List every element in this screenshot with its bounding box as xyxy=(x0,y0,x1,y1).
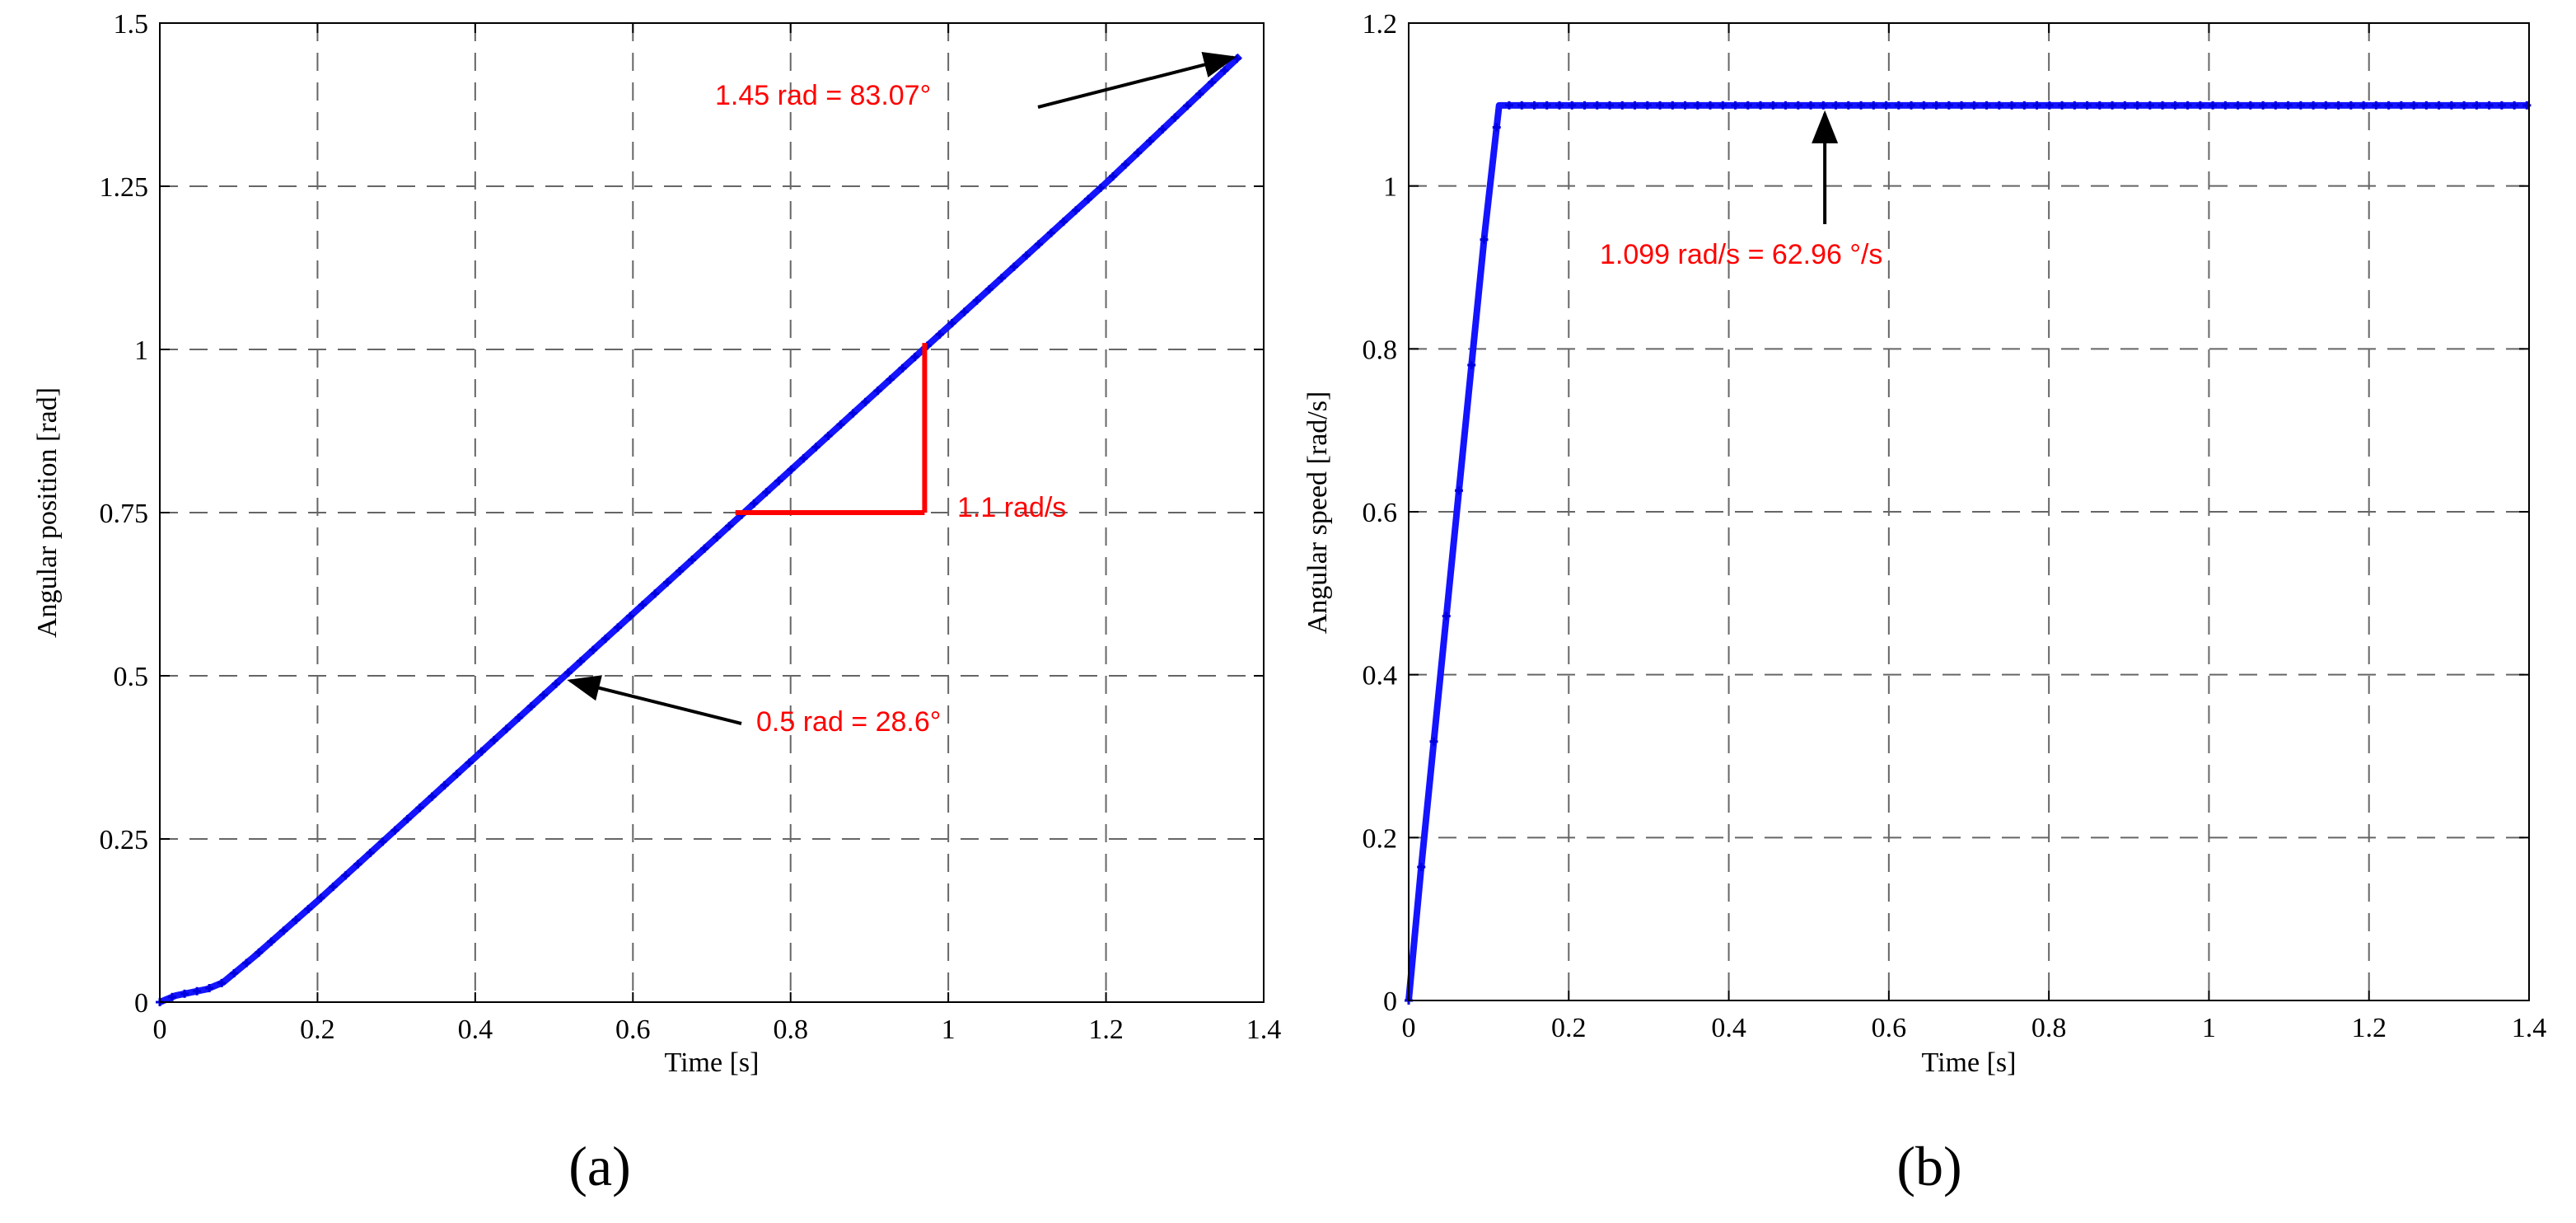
x-tick-label: 0.8 xyxy=(773,1014,808,1045)
panel-b-ylabel: Angular speed [rad/s] xyxy=(1302,391,1333,635)
y-tick-label: 1.5 xyxy=(114,9,149,40)
panel-a-series xyxy=(156,53,1243,1006)
x-tick-label: 0.6 xyxy=(615,1014,651,1045)
annotation-steady-speed: 1.099 rad/s = 62.96 °/s xyxy=(1600,239,1882,270)
y-tick-label: 0.75 xyxy=(100,499,149,529)
x-tick-label: 1 xyxy=(2202,1013,2216,1043)
x-tick-label: 0 xyxy=(153,1014,167,1045)
x-tick-label: 1.4 xyxy=(2512,1013,2547,1043)
annotation-half-rad: 0.5 rad = 28.6° xyxy=(756,706,941,738)
panel-a-ticks: 0 0.2 0.4 0.6 0.8 1 1.2 1.4 0 0.25 0.5 0.75 1 1.25 1.5 xyxy=(100,9,1282,1045)
y-tick-label: 0.25 xyxy=(100,825,149,855)
panel-a-ylabel: Angular position [rad] xyxy=(32,387,63,638)
annotation-final-position: 1.45 rad = 83.07° xyxy=(715,80,931,111)
y-tick-label: 1.25 xyxy=(100,172,149,203)
panel-a-position-chart: 1.45 rad = 83.07° 0.5 rad = 28.6° 1.1 ra… xyxy=(32,9,1281,1197)
arrow-half-rad xyxy=(567,675,742,725)
panel-b-annotations: 1.099 rad/s = 62.96 °/s xyxy=(1600,110,1882,270)
y-tick-label: 0.8 xyxy=(1363,335,1398,365)
panel-b-grid xyxy=(1409,23,2529,1000)
annotation-slope: 1.1 rad/s xyxy=(957,492,1066,523)
panel-b-speed-chart: 1.099 rad/s = 62.96 °/s 0 0.2 0.4 0.6 0.8 1 1.… xyxy=(1302,9,2546,1197)
y-tick-label: 0 xyxy=(134,988,148,1019)
x-tick-label: 0.2 xyxy=(300,1014,335,1045)
x-tick-label: 0.2 xyxy=(1551,1013,1587,1043)
x-tick-label: 1.2 xyxy=(2351,1013,2387,1043)
y-tick-label: 0.2 xyxy=(1363,823,1398,854)
panel-a-grid xyxy=(160,23,1264,1002)
x-tick-label: 1.4 xyxy=(1246,1014,1282,1045)
y-tick-label: 1 xyxy=(134,335,148,366)
panel-b-label: (b) xyxy=(1896,1135,1961,1197)
y-tick-label: 1 xyxy=(1383,172,1397,203)
panel-b-ticks: 0 0.2 0.4 0.6 0.8 1 1.2 1.4 0 0.2 0.4 0.6 0.8 1 1.2 xyxy=(1363,9,2547,1043)
panel-a-annotations: 1.45 rad = 83.07° 0.5 rad = 28.6° 1.1 ra… xyxy=(567,51,1237,738)
y-tick-label: 0.6 xyxy=(1363,498,1398,528)
x-tick-label: 0.6 xyxy=(1872,1013,1907,1043)
y-tick-label: 0 xyxy=(1383,986,1397,1017)
panel-a-xlabel: Time [s] xyxy=(665,1047,760,1078)
y-tick-label: 0.5 xyxy=(114,662,149,692)
y-tick-label: 1.2 xyxy=(1363,9,1398,40)
y-tick-label: 0.4 xyxy=(1363,661,1398,691)
panel-b-xlabel: Time [s] xyxy=(1922,1047,2017,1078)
panel-a-label: (a) xyxy=(568,1135,630,1197)
x-tick-label: 0.4 xyxy=(1711,1013,1746,1043)
x-tick-label: 0.8 xyxy=(2031,1013,2067,1043)
x-tick-label: 0.4 xyxy=(458,1014,493,1045)
arrow-final-position xyxy=(1037,51,1237,109)
x-tick-label: 0 xyxy=(1402,1013,1416,1043)
x-tick-label: 1 xyxy=(942,1014,956,1045)
series-line xyxy=(158,53,1243,1005)
x-tick-label: 1.2 xyxy=(1088,1014,1124,1045)
series-line xyxy=(1405,101,2529,1001)
panel-b-series xyxy=(1405,101,2532,1005)
